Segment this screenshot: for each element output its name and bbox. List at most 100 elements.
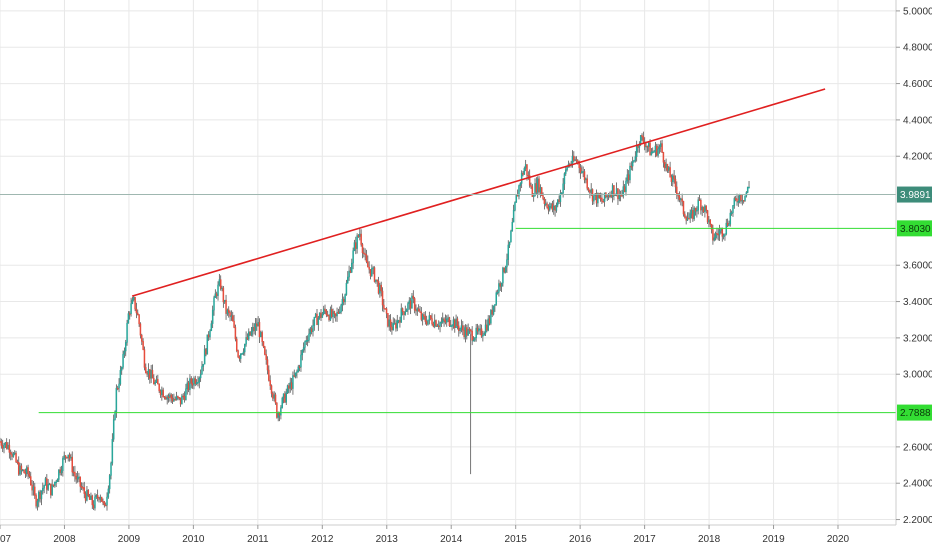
candle-body [47, 484, 49, 490]
candle-body [352, 250, 354, 264]
time-axis[interactable]: 2007 2008 2009 2010 2011 2012 2013 2014 2015 2016… [0, 525, 850, 545]
candle-body [708, 219, 710, 223]
candle-body [16, 461, 19, 464]
candle-body [736, 198, 738, 202]
candle-body [63, 455, 65, 459]
candle-body [310, 328, 313, 333]
candle-body [721, 228, 724, 237]
candle-body [507, 244, 510, 260]
candle-body [527, 175, 530, 177]
candle-body [305, 340, 308, 342]
y-tick-label: 3.6000 [903, 261, 932, 272]
candle-body [613, 185, 615, 196]
candle-body [217, 284, 219, 296]
candle-body [666, 163, 669, 171]
candle-body [486, 324, 488, 331]
candle-body [395, 322, 397, 329]
candle-body [199, 373, 202, 379]
candle-body [60, 470, 63, 474]
y-tick-label: 3.2000 [903, 333, 932, 344]
candle-body [377, 280, 380, 294]
candle-body [503, 267, 506, 273]
candle-body [71, 456, 73, 473]
candle-body [369, 269, 372, 277]
candle-body [321, 313, 324, 318]
candle-body [502, 267, 504, 284]
candle-body [170, 394, 172, 399]
candle-body [630, 165, 633, 168]
candle-body [488, 318, 491, 324]
candle-body [165, 397, 167, 400]
candle-body [728, 223, 730, 226]
candle-body [689, 213, 691, 219]
candle-body [169, 394, 171, 398]
candle-body [450, 325, 452, 327]
candle-body [42, 487, 44, 492]
candle-body [28, 473, 31, 477]
candle-body [187, 382, 190, 390]
candle-body [400, 308, 403, 323]
candle-body [313, 316, 316, 326]
candle-body [657, 148, 659, 156]
candle-body [44, 478, 47, 486]
candle-body [741, 199, 744, 202]
candle-body [94, 496, 96, 509]
candle-body [115, 387, 118, 412]
candle-body [195, 382, 198, 384]
candle-body [726, 222, 729, 226]
candle-body [282, 393, 285, 399]
candle-body [234, 327, 237, 340]
candle-body [17, 462, 20, 475]
last-price-label: 3.9891 [900, 190, 931, 201]
candle-body [483, 332, 485, 336]
candle-body [78, 476, 80, 479]
candle-body [286, 385, 289, 394]
candle-body [478, 328, 480, 332]
trendline [131, 88, 826, 297]
candle-body [13, 452, 16, 455]
candle-body [732, 205, 734, 213]
candle-body [421, 314, 424, 320]
candle-body [498, 283, 500, 293]
candle-body [285, 392, 287, 403]
candle-body [174, 398, 176, 401]
candle-body [622, 186, 625, 197]
candle-body [114, 411, 116, 420]
candle-body [336, 311, 338, 317]
candle-body [198, 377, 201, 383]
candle-body [737, 201, 740, 203]
candle-body [724, 233, 726, 236]
candle-body [429, 315, 432, 319]
candle-body [298, 366, 301, 368]
candle-body [56, 479, 59, 483]
candle-body [539, 187, 542, 193]
candle-body [261, 332, 263, 342]
candle-body [43, 485, 45, 489]
x-tick-label: 2011 [247, 534, 269, 545]
candle-body [222, 287, 225, 303]
y-tick-label: 4.2000 [903, 152, 932, 163]
candle-body [203, 348, 206, 365]
candle-body [579, 167, 582, 174]
candle-body [0, 441, 3, 446]
candle-body [599, 197, 602, 200]
candle-body [64, 455, 67, 458]
candle-body [38, 491, 40, 502]
candle-body [650, 151, 653, 156]
candle-body [538, 178, 540, 193]
candle-body [237, 350, 239, 358]
candle-body [424, 316, 427, 322]
price-axis[interactable]: 2.2000 2.4000 2.6000 3.0000 3.2000 3.4000 3.60… [896, 6, 932, 526]
candle-body [281, 397, 283, 408]
x-tick-label: 2013 [376, 534, 399, 545]
candle-body [388, 319, 390, 327]
candle-body [688, 217, 690, 220]
candle-body [668, 167, 670, 171]
candle-body [11, 453, 13, 457]
candle-body [110, 462, 112, 476]
candle-body [593, 195, 595, 202]
candle-body [490, 310, 492, 324]
candle-body [476, 327, 479, 332]
candle-body [577, 160, 579, 163]
candle-body [617, 188, 619, 200]
